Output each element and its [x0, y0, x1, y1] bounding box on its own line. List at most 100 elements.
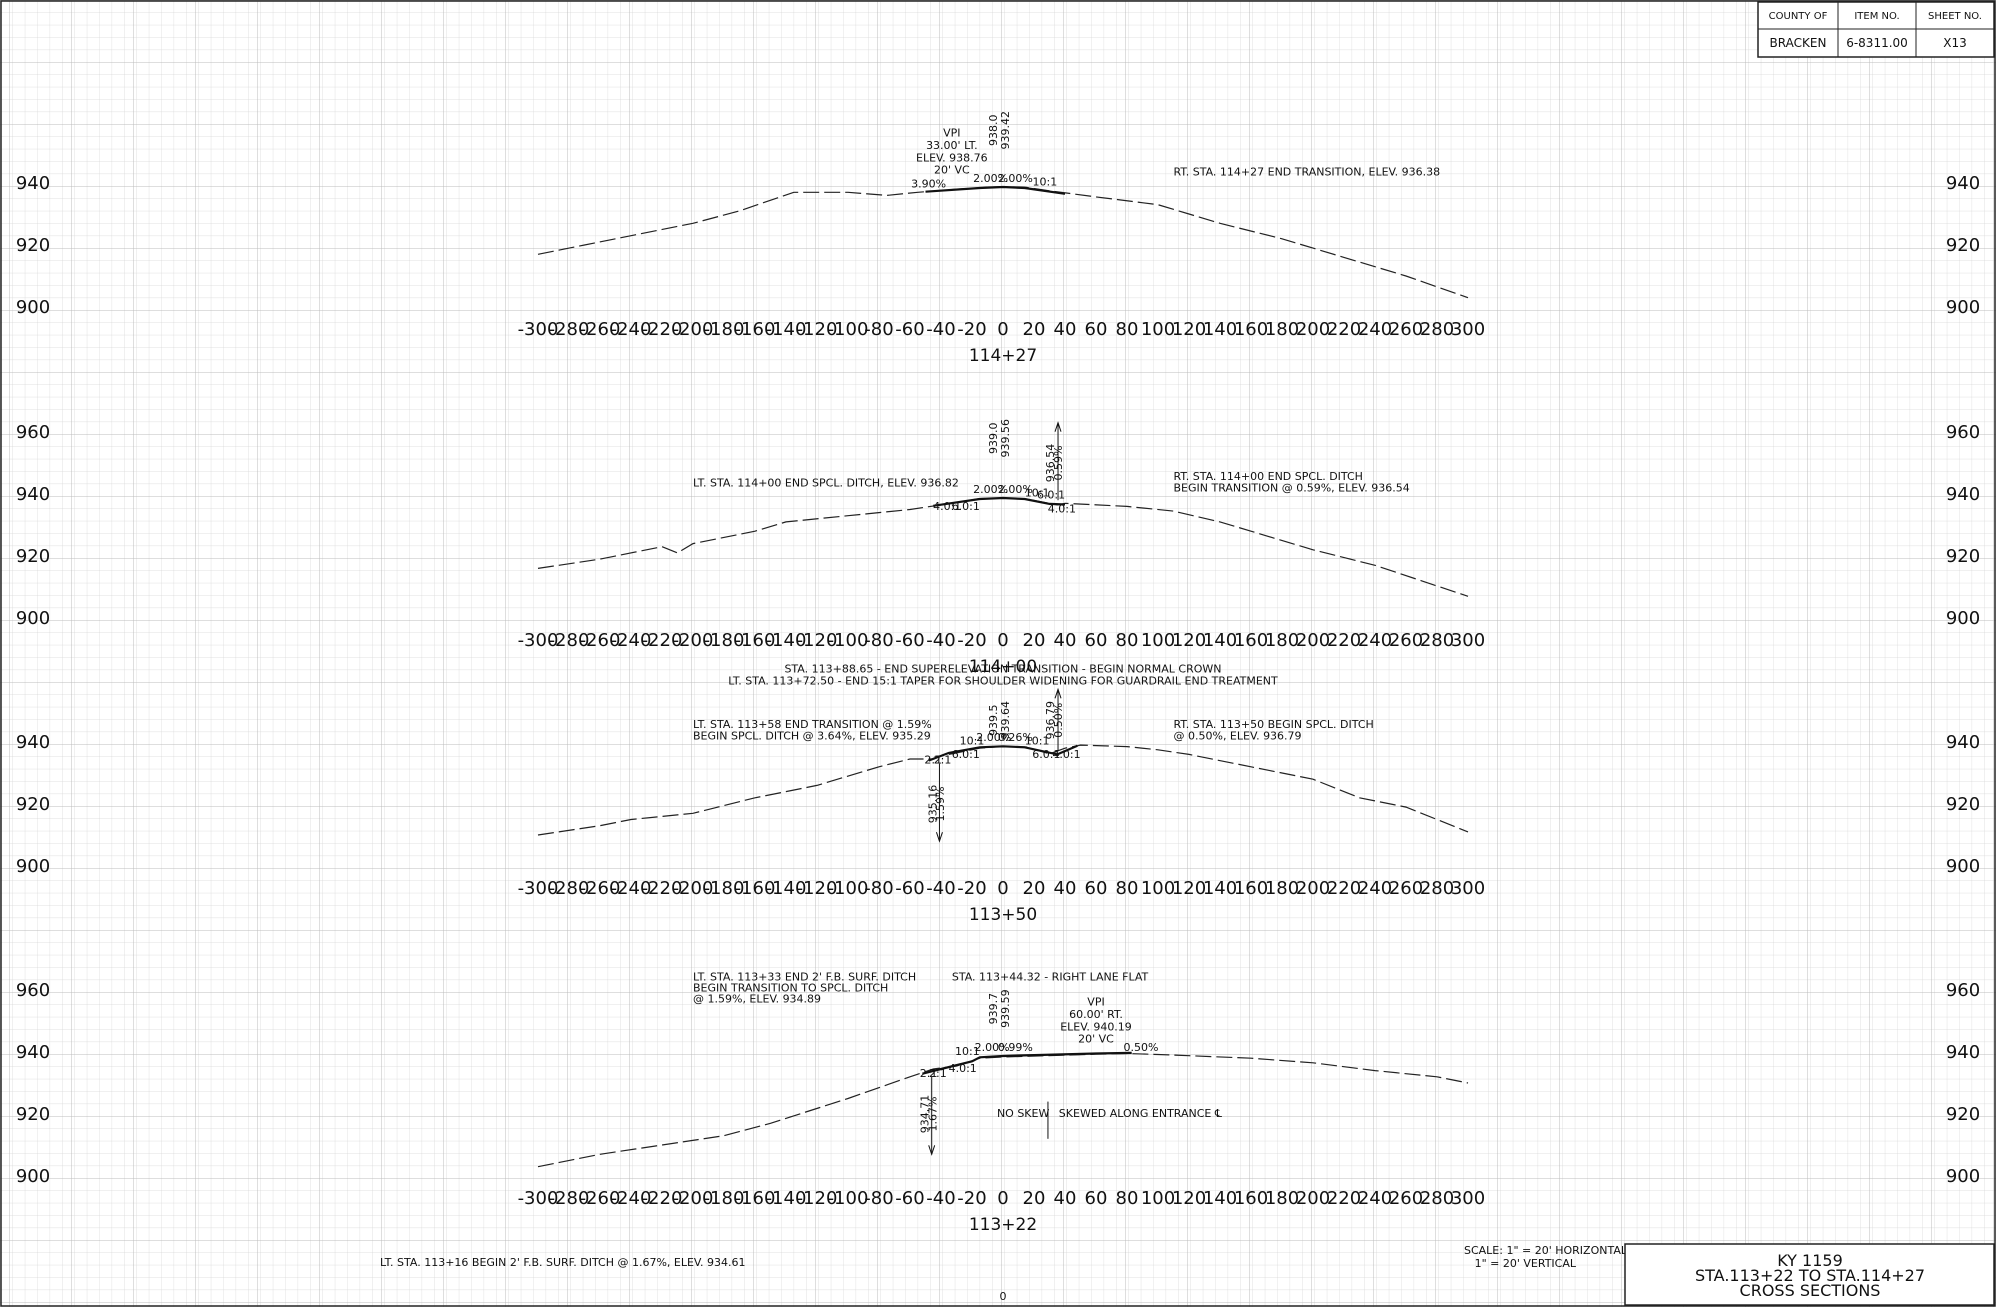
- elevation-label-left: 920: [16, 235, 50, 256]
- offset-label: -220: [642, 630, 683, 651]
- section-note: RT. STA. 114+00 END SPCL. DITCH: [1174, 470, 1363, 483]
- offset-label: -200: [673, 878, 714, 899]
- offset-label: 120: [1172, 319, 1206, 340]
- offset-label: 160: [1234, 878, 1268, 899]
- arrow-head: [1054, 421, 1062, 432]
- offset-label: 140: [1203, 630, 1237, 651]
- offset-label: 100: [1141, 630, 1175, 651]
- offset-label: -260: [580, 878, 621, 899]
- section-note: 0.50%: [1123, 1041, 1158, 1054]
- cross-section-114-00: 960 960 940 940 920 920 900 900 -300-280-260-240…: [16, 419, 1980, 677]
- section-note: VPI: [1087, 996, 1104, 1009]
- scale-horizontal: SCALE: 1" = 20' HORIZONTAL: [1464, 1244, 1628, 1257]
- elevation-label-left: 900: [16, 1166, 50, 1187]
- section-note: @ 0.50%, ELEV. 936.79: [1174, 730, 1302, 743]
- section-note: 10:1: [955, 1045, 980, 1058]
- offset-label: -20: [957, 878, 986, 899]
- vertical-elevation-note: 1.67%: [926, 1097, 939, 1132]
- offset-label: -80: [864, 319, 893, 340]
- section-note: RT. STA. 113+50 BEGIN SPCL. DITCH: [1174, 718, 1374, 731]
- offset-label: -220: [642, 878, 683, 899]
- offset-label: -220: [642, 1188, 683, 1209]
- offset-label: -40: [926, 1188, 955, 1209]
- elevation-label-right: 940: [1946, 732, 1980, 753]
- item-number-value: 6-8311.00: [1846, 36, 1908, 50]
- elevation-label-right: 960: [1946, 422, 1980, 443]
- sheet-number-header: SHEET NO.: [1928, 11, 1982, 22]
- offset-label: -80: [864, 878, 893, 899]
- offset-label: -60: [895, 878, 924, 899]
- vertical-elevation-note: 1.59%: [934, 787, 947, 822]
- station-label: 114+27: [969, 346, 1037, 366]
- offset-label: -180: [704, 630, 745, 651]
- offset-label: 220: [1327, 1188, 1361, 1209]
- section-note: ELEV. 940.19: [1060, 1020, 1132, 1033]
- elevation-label-right: 960: [1946, 980, 1980, 1001]
- offset-label: 80: [1116, 319, 1139, 340]
- offset-label: -100: [828, 630, 869, 651]
- section-note: 3.90%: [911, 178, 946, 191]
- vertical-elevation-note: 936.79: [1044, 701, 1057, 740]
- offset-label: 120: [1172, 878, 1206, 899]
- offset-label: 60: [1085, 878, 1108, 899]
- offset-label: -240: [611, 319, 652, 340]
- section-note: STA. 113+88.65 - END SUPERELEVATION TRAN…: [784, 662, 1221, 675]
- county-header: COUNTY OF: [1769, 11, 1828, 22]
- elevation-label-left: 920: [16, 794, 50, 815]
- offset-label: 220: [1327, 630, 1361, 651]
- offset-label: 120: [1172, 1188, 1206, 1209]
- section-note: 0.99%: [998, 1041, 1033, 1054]
- vertical-elevation-note: 935.16: [926, 785, 939, 824]
- offset-label: 300: [1451, 630, 1485, 651]
- offset-label: 220: [1327, 878, 1361, 899]
- offset-label: 240: [1358, 878, 1392, 899]
- offset-label: 100: [1141, 1188, 1175, 1209]
- section-note: 0.26%: [998, 731, 1033, 744]
- offset-label: -300: [518, 878, 559, 899]
- offset-label: -260: [580, 1188, 621, 1209]
- section-note: 10:1: [1025, 486, 1050, 499]
- offset-label: -300: [518, 630, 559, 651]
- section-note: BEGIN TRANSITION @ 0.59%, ELEV. 936.54: [1174, 482, 1410, 495]
- elevation-label-left: 940: [16, 732, 50, 753]
- offset-label: 280: [1420, 319, 1454, 340]
- offset-label: -40: [926, 878, 955, 899]
- offset-label: 280: [1420, 1188, 1454, 1209]
- offset-label: -240: [611, 1188, 652, 1209]
- offset-label: -280: [549, 319, 590, 340]
- section-note: 4.0:1: [933, 500, 961, 513]
- station-label: 113+50: [969, 905, 1037, 925]
- section-note: 10:1: [1025, 734, 1050, 747]
- proposed-template-line: [933, 496, 1066, 507]
- offset-label: -280: [549, 878, 590, 899]
- section-note: 2.00%: [998, 483, 1033, 496]
- offset-label: -200: [673, 1188, 714, 1209]
- elevation-label-left: 940: [16, 484, 50, 505]
- offset-label: 140: [1203, 878, 1237, 899]
- sheet-number-value: X13: [1943, 36, 1967, 50]
- offset-label: -20: [957, 630, 986, 651]
- offset-label: 60: [1085, 319, 1108, 340]
- offset-label: -160: [735, 878, 776, 899]
- offset-label: -80: [864, 630, 893, 651]
- offset-label: 0: [997, 878, 1008, 899]
- offset-label: 240: [1358, 1188, 1392, 1209]
- proposed-template-line: [925, 185, 1066, 195]
- offset-label: 40: [1054, 319, 1077, 340]
- offset-label: 80: [1116, 630, 1139, 651]
- offset-label: -100: [828, 319, 869, 340]
- offset-label: 240: [1358, 630, 1392, 651]
- section-note: 6.0:1: [952, 500, 980, 513]
- section-note: BEGIN TRANSITION TO SPCL. DITCH: [693, 982, 888, 995]
- elevation-label-left: 920: [16, 546, 50, 567]
- offset-label: 0: [997, 630, 1008, 651]
- offset-label: 300: [1451, 1188, 1485, 1209]
- offset-label: -60: [895, 319, 924, 340]
- sheet-title-frame: [1624, 1243, 1995, 1306]
- section-note: RT. STA. 114+27 END TRANSITION, ELEV. 93…: [1174, 165, 1441, 178]
- elevation-label-left: 900: [16, 297, 50, 318]
